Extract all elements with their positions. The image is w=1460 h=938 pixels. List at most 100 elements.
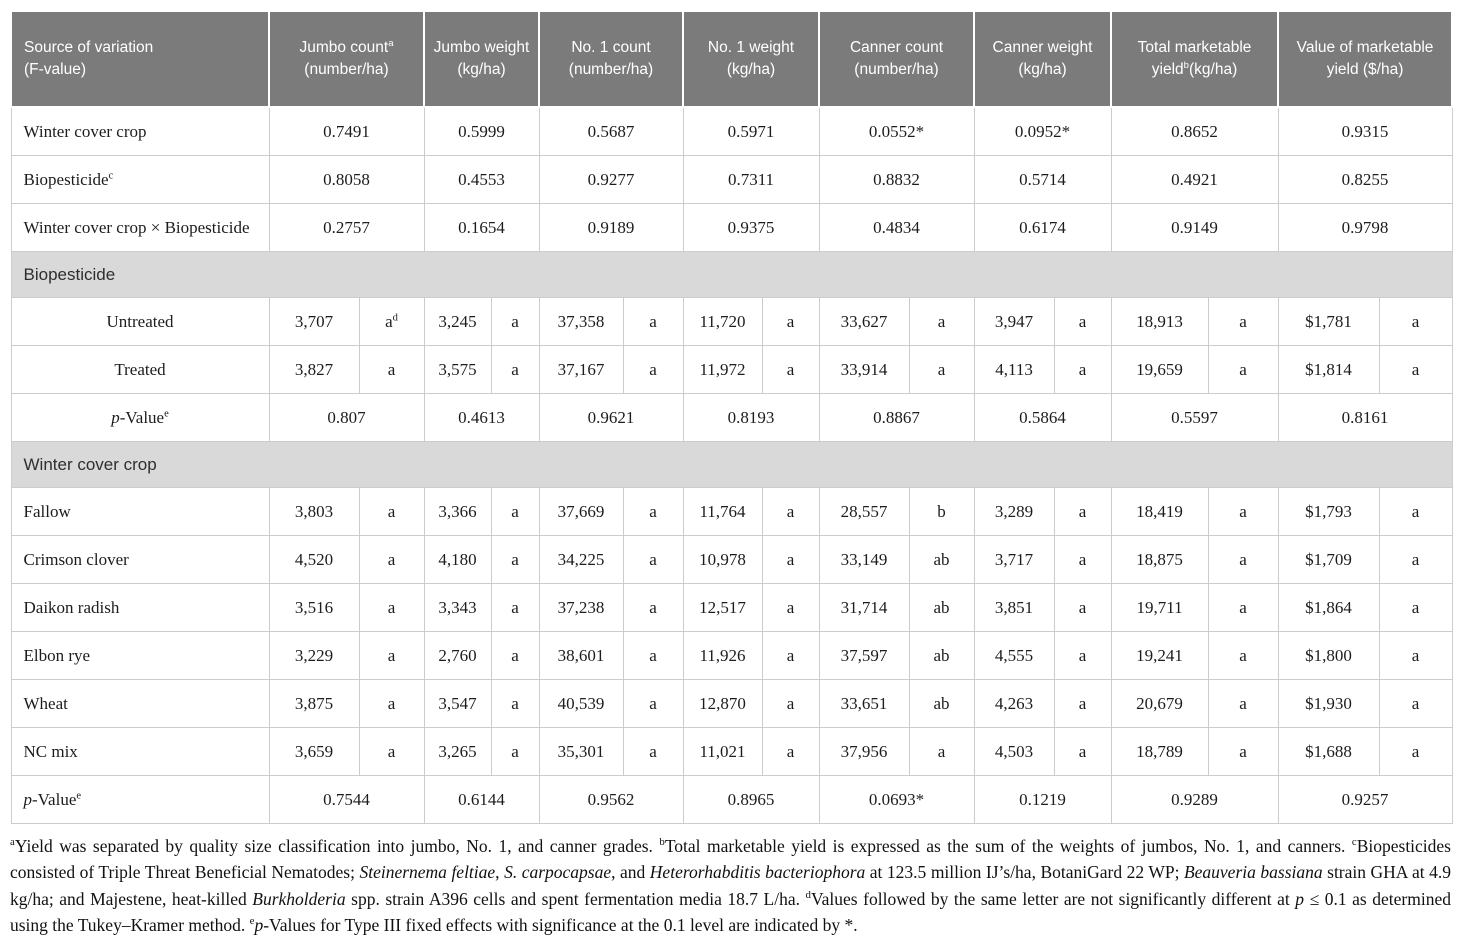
value-cell: 3,717 [973,535,1055,584]
value-cell: 0.5687 [538,106,684,156]
value-cell: 33,651 [818,679,910,728]
grouping-letter-cell: a [1053,583,1112,632]
grouping-letter-cell: a [1378,631,1453,680]
value-cell: 0.9277 [538,155,684,204]
value-cell: 12,517 [682,583,763,632]
row-label: Crimson clover [10,535,270,584]
grouping-letter-cell: a [358,345,425,394]
value-cell: $1,688 [1277,727,1380,776]
value-cell: 37,956 [818,727,910,776]
grouping-letter-cell: a [908,345,975,394]
grouping-letter-cell: a [490,487,540,536]
value-cell: 3,575 [423,345,492,394]
value-cell: 0.1219 [973,775,1112,824]
grouping-letter-cell: a [1053,487,1112,536]
value-cell: 0.9621 [538,393,684,442]
row-label: NC mix [10,727,270,776]
value-cell: 0.6174 [973,203,1112,252]
column-header-no1-weight: No. 1 weight (kg/ha) [681,10,821,108]
value-cell: $1,930 [1277,679,1380,728]
row-label: p-Valuee [10,775,270,824]
grouping-letter-cell: a [1378,345,1453,394]
value-cell: 33,627 [818,297,910,346]
grouping-letter-cell: ad [358,297,425,346]
value-cell: 0.5999 [423,106,540,156]
value-cell: 4,263 [973,679,1055,728]
section-title: Winter cover crop [10,441,1453,488]
grouping-letter-cell: a [1378,583,1453,632]
column-header-canner-count: Canner count (number/ha) [818,10,976,108]
grouping-letter-cell: a [1207,631,1279,680]
value-cell: 3,547 [423,679,492,728]
grouping-letter-cell: a [761,727,820,776]
value-cell: 31,714 [818,583,910,632]
grouping-letter-cell: a [1207,583,1279,632]
column-header-jumbo-count: Jumbo counta (number/ha) [268,10,425,108]
value-cell: 3,851 [973,583,1055,632]
value-cell: 0.8867 [818,393,975,442]
value-cell: 38,601 [538,631,624,680]
grouping-letter-cell: a [490,297,540,346]
value-cell: 4,520 [268,535,360,584]
value-cell: 20,679 [1110,679,1209,728]
value-cell: 2,760 [423,631,492,680]
grouping-letter-cell: a [490,583,540,632]
value-cell: 19,241 [1110,631,1209,680]
grouping-letter-cell: a [1053,535,1112,584]
grouping-letter-cell: a [1053,631,1112,680]
value-cell: 10,978 [682,535,763,584]
value-cell: 0.8058 [268,155,425,204]
value-cell: 3,229 [268,631,360,680]
grouping-letter-cell: b [908,487,975,536]
value-cell: 37,238 [538,583,624,632]
data-row: Crimson clover 4,520 a 4,180 a 34,225 a 10,978 a… [10,535,1453,584]
value-cell: 0.2757 [268,203,425,252]
value-cell: 18,913 [1110,297,1209,346]
value-cell: 0.8193 [682,393,820,442]
value-cell: 0.9375 [682,203,820,252]
value-cell: 37,358 [538,297,624,346]
row-label: p-Valuee [10,393,270,442]
data-row: Wheat 3,875 a 3,547 a 40,539 a 12,870 a 33,651 ab 4… [10,679,1453,728]
value-cell: $1,864 [1277,583,1380,632]
grouping-letter-cell: a [490,679,540,728]
value-cell: 0.8255 [1277,155,1453,204]
value-cell: 33,914 [818,345,910,394]
column-header-value-marketable-yield: Value of marketable yield ($/ha) [1277,10,1454,108]
grouping-letter-cell: a [1053,727,1112,776]
grouping-letter-cell: a [1207,487,1279,536]
grouping-letter-cell: a [761,679,820,728]
value-cell: 40,539 [538,679,624,728]
grouping-letter-cell: a [1378,679,1453,728]
row-label: Elbon rye [10,631,270,680]
value-cell: 19,659 [1110,345,1209,394]
value-cell: 0.6144 [423,775,540,824]
value-cell: 18,789 [1110,727,1209,776]
value-cell: 0.1654 [423,203,540,252]
value-cell: 12,870 [682,679,763,728]
grouping-letter-cell: a [1053,679,1112,728]
value-cell: 37,597 [818,631,910,680]
grouping-letter-cell: a [1207,345,1279,394]
row-label: Winter cover crop [10,106,270,156]
grouping-letter-cell: a [1207,727,1279,776]
value-cell: 0.8161 [1277,393,1453,442]
grouping-letter-cell: a [1378,297,1453,346]
grouping-letter-cell: a [1207,297,1279,346]
grouping-letter-cell: ab [908,631,975,680]
column-header-jumbo-weight: Jumbo weight (kg/ha) [423,10,540,108]
grouping-letter-cell: a [761,535,820,584]
grouping-letter-cell: a [1053,345,1112,394]
grouping-letter-cell: a [622,487,684,536]
value-cell: 34,225 [538,535,624,584]
row-label: Biopesticidec [10,155,270,204]
value-cell: 3,707 [268,297,360,346]
data-row: Treated 3,827 a 3,575 a 37,167 a 11,972 a 33,914 a… [10,345,1453,394]
data-row: Elbon rye 3,229 a 2,760 a 38,601 a 11,926 a 37,59… [10,631,1453,680]
value-cell: 0.9315 [1277,106,1453,156]
row-label: Fallow [10,487,270,536]
value-cell: 0.7544 [268,775,425,824]
value-cell: 0.0693* [818,775,975,824]
value-cell: 0.5597 [1110,393,1279,442]
grouping-letter-cell: a [490,727,540,776]
